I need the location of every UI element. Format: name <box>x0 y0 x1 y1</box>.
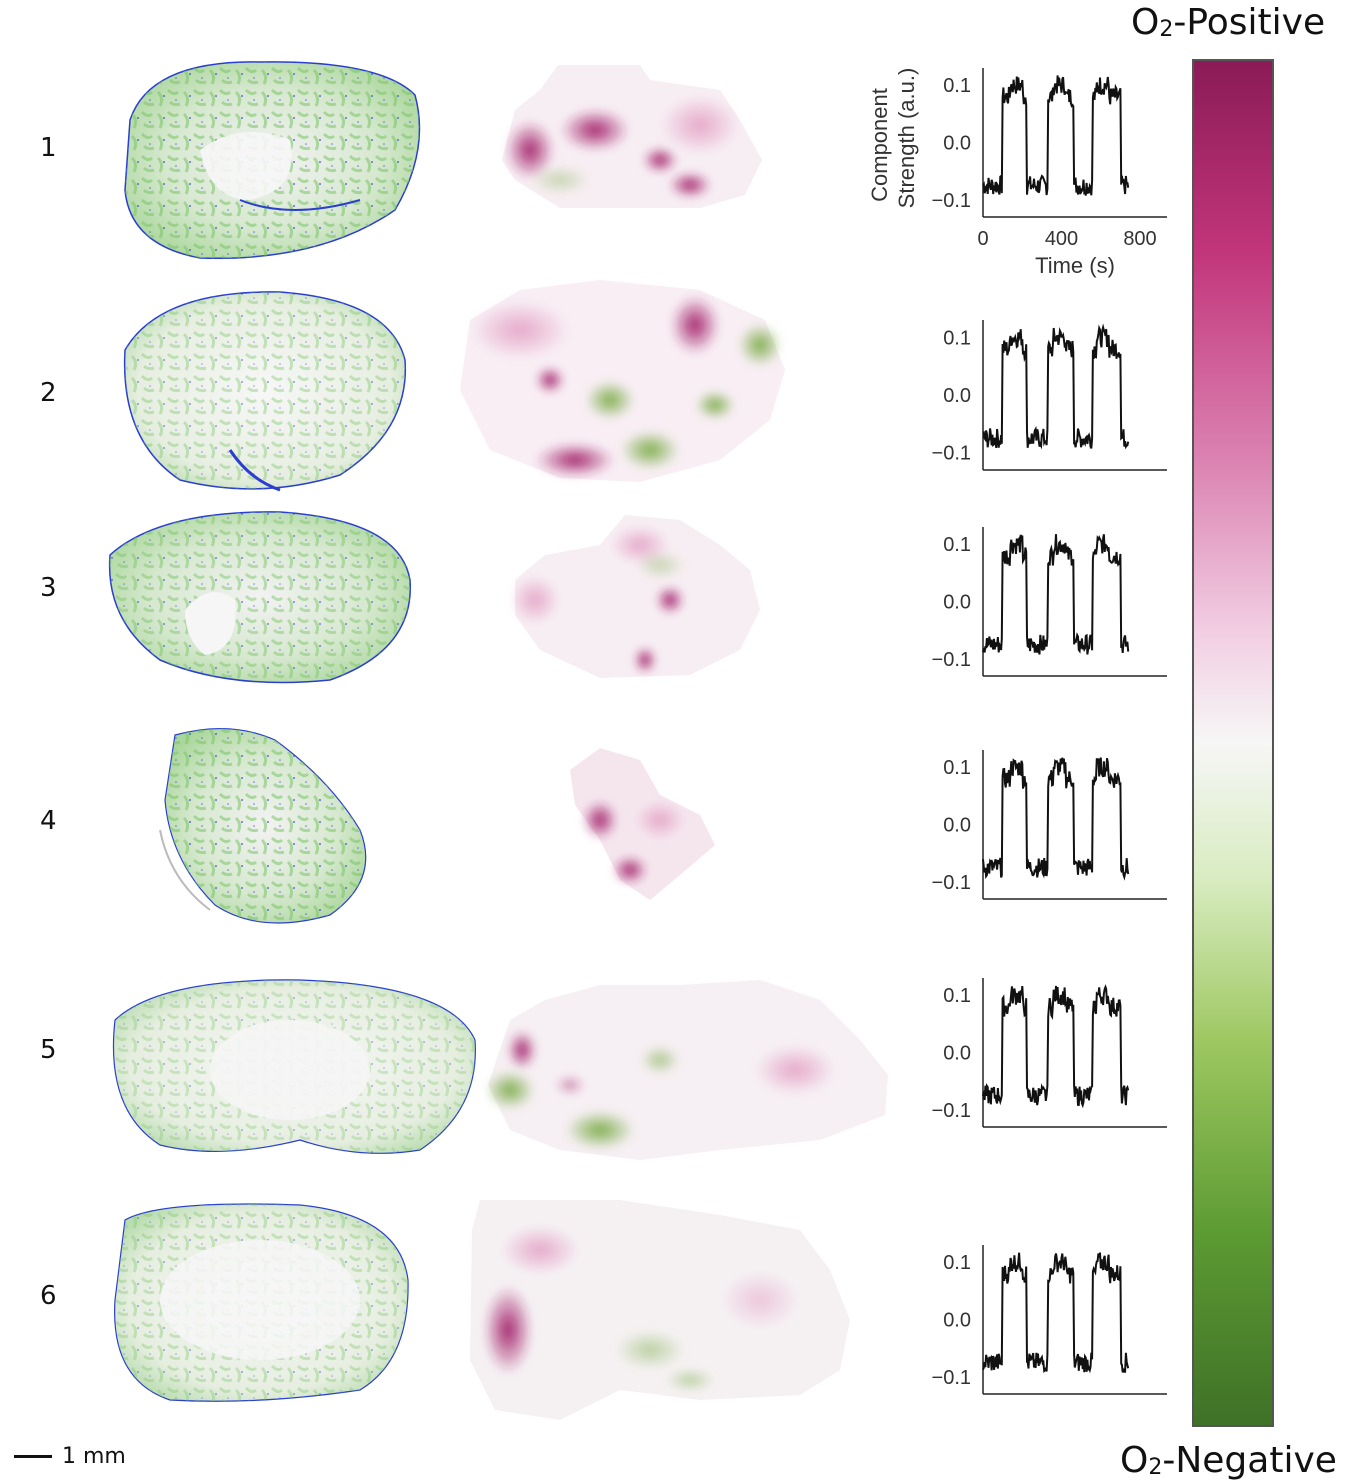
colorbar-top-label: O2-Positive <box>1131 2 1326 43</box>
row-label-4: 4 <box>40 806 57 836</box>
y-tick-label: 0.0 <box>943 1043 971 1065</box>
trace-plot-2: 0.1 0.0 −0.1 <box>932 320 1167 471</box>
y-tick-label: 0.1 <box>943 534 971 556</box>
row-label-2: 2 <box>40 378 57 408</box>
y-tick-label: 0.1 <box>943 327 971 349</box>
scale-bar: 1 mm <box>14 1444 126 1469</box>
scale-bar-label: 1 mm <box>62 1444 126 1469</box>
y-tick-label: 0.1 <box>943 1252 971 1274</box>
y-tick-label: −0.1 <box>932 190 971 212</box>
component-map-6 <box>470 1200 850 1420</box>
colorbar <box>1192 59 1274 1427</box>
scale-bar-line <box>14 1455 52 1458</box>
x-tick-label: 800 <box>1123 228 1156 250</box>
trace-plot-3: 0.1 0.0 −0.1 <box>932 527 1167 677</box>
y-tick-label: −0.1 <box>932 443 971 465</box>
x-axis-title: Time (s) <box>1035 253 1115 278</box>
tissue-section-6 <box>114 1203 409 1402</box>
x-tick-label: 400 <box>1045 228 1078 250</box>
component-map-3 <box>510 515 760 678</box>
y-axis-title-line1: Component <box>867 88 892 202</box>
y-tick-label: 0.1 <box>943 75 971 97</box>
y-tick-label: −0.1 <box>932 872 971 894</box>
y-tick-label: 0.1 <box>943 757 971 779</box>
row-label-6: 6 <box>40 1281 57 1311</box>
component-trace <box>982 534 1130 655</box>
y-tick-label: −0.1 <box>932 1100 971 1122</box>
y-tick-label: 0.0 <box>943 1310 971 1332</box>
trace-plot-6: 0.1 0.0 −0.1 <box>932 1245 1167 1395</box>
trace-plot-4: 0.1 0.0 −0.1 <box>932 750 1167 900</box>
component-trace <box>982 984 1130 1109</box>
y-tick-label: −0.1 <box>932 1367 971 1389</box>
tissue-section-4 <box>159 727 367 924</box>
trace-plot-1: 0.1 0.0 −0.1 0 400 800 Time (s) Component Streng… <box>867 68 1167 278</box>
component-trace <box>982 1252 1130 1374</box>
trace-plot-5: 0.1 0.0 −0.1 <box>932 978 1167 1128</box>
component-map-1 <box>502 65 762 208</box>
tissue-section-2 <box>123 291 407 492</box>
component-trace <box>982 75 1130 196</box>
y-axis-title-line2: Strength (a.u.) <box>894 68 919 209</box>
y-tick-label: 0.0 <box>943 592 971 614</box>
component-map-2 <box>460 280 785 482</box>
tissue-section-5 <box>112 979 476 1154</box>
component-map-4 <box>570 748 715 900</box>
y-tick-label: −0.1 <box>932 649 971 671</box>
tissue-section-3 <box>108 511 411 684</box>
x-tick-label: 0 <box>977 228 988 250</box>
y-tick-label: 0.1 <box>943 985 971 1007</box>
colorbar-bottom-label: O2-Negative <box>1120 1440 1337 1481</box>
row-label-1: 1 <box>40 133 57 163</box>
component-trace <box>982 757 1130 881</box>
component-trace <box>982 323 1130 450</box>
y-tick-label: 0.0 <box>943 133 971 155</box>
row-label-5: 5 <box>40 1035 57 1065</box>
time-series-plots: 0.1 0.0 −0.1 0 400 800 Time (s) Component Streng… <box>867 68 1167 1395</box>
tissue-section-1 <box>124 61 421 260</box>
y-tick-label: 0.0 <box>943 385 971 407</box>
component-map-5 <box>485 980 888 1160</box>
y-tick-label: 0.0 <box>943 815 971 837</box>
row-label-3: 3 <box>40 573 57 603</box>
